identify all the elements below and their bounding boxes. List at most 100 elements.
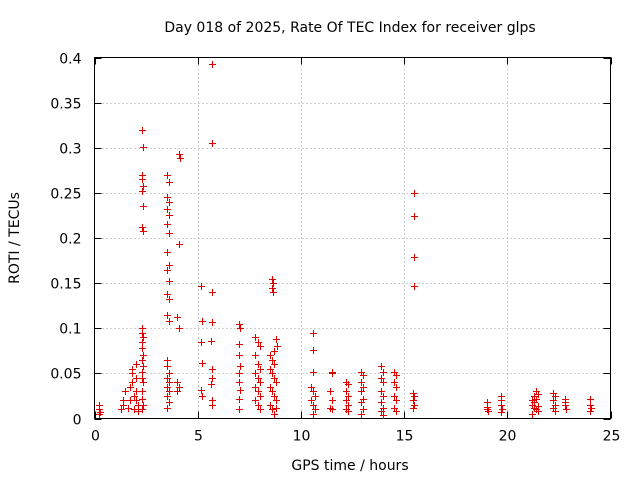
data-point xyxy=(208,338,215,345)
y-tick-label: 0.4 xyxy=(59,52,81,68)
data-point xyxy=(271,348,278,355)
data-point xyxy=(252,397,259,404)
data-point xyxy=(236,396,243,403)
data-point xyxy=(269,370,276,377)
data-point xyxy=(563,406,570,413)
data-point xyxy=(498,409,505,416)
data-point xyxy=(411,393,418,400)
data-point xyxy=(411,402,418,409)
data-point xyxy=(587,402,594,409)
data-point xyxy=(310,369,317,376)
y-tick-label: 0.35 xyxy=(50,97,81,113)
x-tick-label: 20 xyxy=(499,429,517,445)
data-point xyxy=(198,339,205,346)
data-point xyxy=(360,406,367,413)
data-point xyxy=(552,408,559,415)
data-point xyxy=(255,388,262,395)
data-point xyxy=(139,188,146,195)
data-point xyxy=(267,366,274,373)
data-point xyxy=(176,325,183,332)
data-point xyxy=(343,388,350,395)
data-point xyxy=(164,363,171,370)
data-point xyxy=(164,206,171,213)
data-point xyxy=(345,402,352,409)
data-point xyxy=(257,379,264,386)
data-point xyxy=(358,411,365,418)
data-point xyxy=(252,384,259,391)
data-point xyxy=(380,379,387,386)
data-point xyxy=(140,334,147,341)
data-point xyxy=(312,406,319,413)
data-point xyxy=(166,179,173,186)
data-point xyxy=(358,388,365,395)
data-point xyxy=(177,155,184,162)
data-point xyxy=(164,221,171,228)
data-point xyxy=(166,388,173,395)
data-point xyxy=(588,405,595,412)
y-tick-label: 0.15 xyxy=(50,277,81,293)
data-point xyxy=(166,199,173,206)
data-point xyxy=(498,402,505,409)
data-point xyxy=(410,405,417,412)
data-point xyxy=(209,366,216,373)
data-point xyxy=(308,397,315,404)
data-point xyxy=(139,224,146,231)
data-point xyxy=(176,241,183,248)
data-point xyxy=(139,330,146,337)
data-point xyxy=(236,352,243,359)
data-point xyxy=(118,406,125,413)
data-point xyxy=(139,345,146,352)
x-axis-label: GPS time / hours xyxy=(291,458,408,474)
data-point xyxy=(133,397,140,404)
data-point xyxy=(393,408,400,415)
data-points xyxy=(96,61,595,419)
data-point xyxy=(257,366,264,373)
data-point xyxy=(257,406,264,413)
data-point xyxy=(164,405,171,412)
data-point xyxy=(485,408,492,415)
data-point xyxy=(209,402,216,409)
data-point xyxy=(129,379,136,386)
data-point xyxy=(236,379,243,386)
data-point xyxy=(562,402,569,409)
data-point xyxy=(267,402,274,409)
data-point xyxy=(176,151,183,158)
data-point xyxy=(198,387,205,394)
data-point xyxy=(345,408,352,415)
data-point xyxy=(174,379,181,386)
data-point xyxy=(164,357,171,364)
plot-frame xyxy=(94,57,611,419)
data-point xyxy=(391,393,398,400)
data-point xyxy=(133,361,140,368)
data-point xyxy=(269,388,276,395)
data-point xyxy=(393,397,400,404)
data-point xyxy=(176,384,183,391)
data-point xyxy=(96,402,103,409)
data-point xyxy=(139,176,146,183)
data-point xyxy=(236,341,243,348)
data-point xyxy=(164,249,171,256)
data-point xyxy=(209,289,216,296)
data-point xyxy=(269,406,276,413)
y-tick-label: 0.2 xyxy=(59,232,81,248)
data-point xyxy=(308,384,315,391)
y-axis-label: ROTI / TECUs xyxy=(7,192,23,284)
data-point xyxy=(140,363,147,370)
x-tick-label: 15 xyxy=(396,429,414,445)
y-tick-label: 0.05 xyxy=(50,367,81,383)
data-point xyxy=(164,194,171,201)
data-point xyxy=(529,411,536,418)
data-point xyxy=(174,388,181,395)
data-point xyxy=(310,411,317,418)
data-point xyxy=(267,352,274,359)
data-point xyxy=(380,412,387,419)
data-point xyxy=(139,396,146,403)
data-point xyxy=(329,397,336,404)
data-point xyxy=(127,384,134,391)
data-point xyxy=(164,291,171,298)
data-point xyxy=(393,372,400,379)
data-point xyxy=(237,363,244,370)
data-point xyxy=(267,384,274,391)
data-point xyxy=(312,393,319,400)
